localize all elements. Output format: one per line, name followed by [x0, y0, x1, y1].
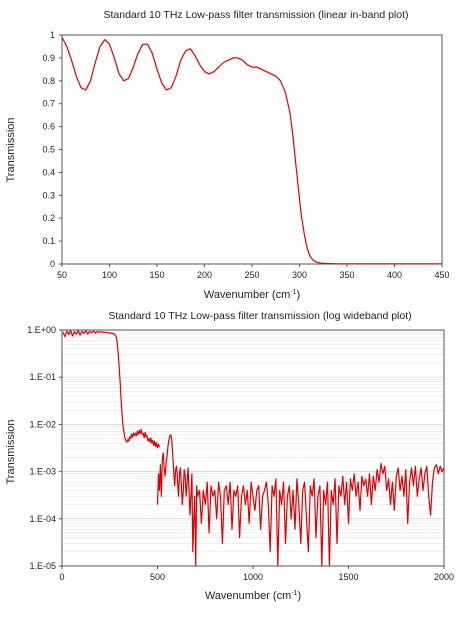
x-tick-label: 300 [292, 270, 307, 280]
y-tick-label: 1 [50, 30, 55, 40]
chart-linear-plot-area [61, 34, 443, 265]
y-tick-label: 0 [50, 259, 55, 269]
chart-linear-y-ticks: 0 0.1 0.2 0.3 0.4 0.5 0.6 0.7 0.8 0.9 1 [42, 30, 62, 269]
x-tick-label: 1500 [338, 572, 358, 582]
x-tick-label: 50 [57, 270, 67, 280]
y-tick-label: 1.E-01 [29, 372, 56, 382]
chart-linear-y-axis-label: Transmission [5, 118, 17, 183]
x-tick-label: 400 [387, 270, 402, 280]
x-tick-label: 350 [339, 270, 354, 280]
chart-linear-x-ticks: 50 100 150 200 250 300 350 400 450 [57, 264, 450, 280]
y-tick-label: 1.E-03 [29, 467, 56, 477]
y-tick-label: 0.2 [42, 213, 55, 223]
y-tick-label: 0.7 [42, 99, 55, 109]
x-tick-label: 0 [59, 572, 64, 582]
chart-linear-series-line [61, 37, 442, 265]
y-tick-label: 1.E-02 [29, 419, 56, 429]
chart-log-title: Standard 10 THz Low-pass filter transmis… [108, 310, 411, 322]
x-tick-label: 250 [244, 270, 259, 280]
x-tick-label: 150 [149, 270, 164, 280]
chart-linear-x-axis-label: Wavenumber (cm-1) [204, 289, 300, 301]
chart-linear: Standard 10 THz Low-pass filter transmis… [5, 9, 450, 301]
x-tick-label: 2000 [434, 572, 454, 582]
y-tick-label: 0.3 [42, 190, 55, 200]
y-tick-label: 1.E-05 [29, 561, 56, 571]
chart-log-y-ticks: 1.E-05 1.E-04 1.E-03 1.E-02 1.E-01 1.E+00 [27, 325, 62, 571]
y-tick-label: 0.8 [42, 76, 55, 86]
x-tick-label: 1000 [243, 572, 263, 582]
chart-log-series-line-highband [156, 434, 445, 567]
chart-log-series-line-lowband [62, 329, 160, 449]
chart-log-x-ticks: 0 500 1000 1500 2000 [59, 566, 454, 582]
x-tick-label: 200 [197, 270, 212, 280]
y-tick-label: 0.4 [42, 167, 55, 177]
chart-linear-title: Standard 10 THz Low-pass filter transmis… [103, 9, 408, 21]
chart-log-x-axis-label: Wavenumber (cm-1) [205, 590, 301, 602]
x-tick-label: 450 [434, 270, 449, 280]
y-tick-label: 0.9 [42, 53, 55, 63]
x-tick-label: 100 [102, 270, 117, 280]
y-tick-label: 0.5 [42, 145, 55, 155]
chart-log-y-axis-label: Transmission [5, 420, 17, 485]
y-tick-label: 0.1 [42, 236, 55, 246]
y-tick-label: 0.6 [42, 122, 55, 132]
x-tick-label: 500 [150, 572, 165, 582]
y-tick-label: 1.E+00 [27, 325, 56, 335]
y-tick-label: 1.E-04 [29, 514, 56, 524]
chart-log: Standard 10 THz Low-pass filter transmis… [5, 310, 454, 602]
